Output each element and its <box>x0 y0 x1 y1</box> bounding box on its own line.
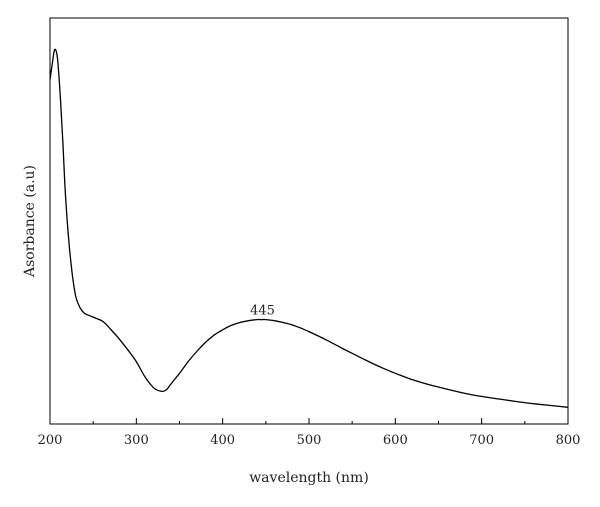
x-axis-tick-labels: 200 300 400 500 600 700 800 <box>38 433 581 448</box>
x-tick-label-700: 700 <box>469 433 494 448</box>
plot-frame <box>49 17 569 425</box>
y-axis-title: Asorbance (a.u) <box>22 165 38 278</box>
absorbance-series-line <box>49 48 569 408</box>
x-tick-label-300: 300 <box>124 433 149 448</box>
x-tick-label-400: 400 <box>210 433 235 448</box>
peak-annotation-445: 445 <box>250 304 275 319</box>
x-axis-title: wavelength (nm) <box>249 470 369 486</box>
x-tick-label-600: 600 <box>383 433 408 448</box>
x-tick-label-800: 800 <box>556 433 581 448</box>
x-tick-label-500: 500 <box>297 433 322 448</box>
x-tick-label-200: 200 <box>38 433 63 448</box>
x-axis-ticks <box>49 418 569 424</box>
